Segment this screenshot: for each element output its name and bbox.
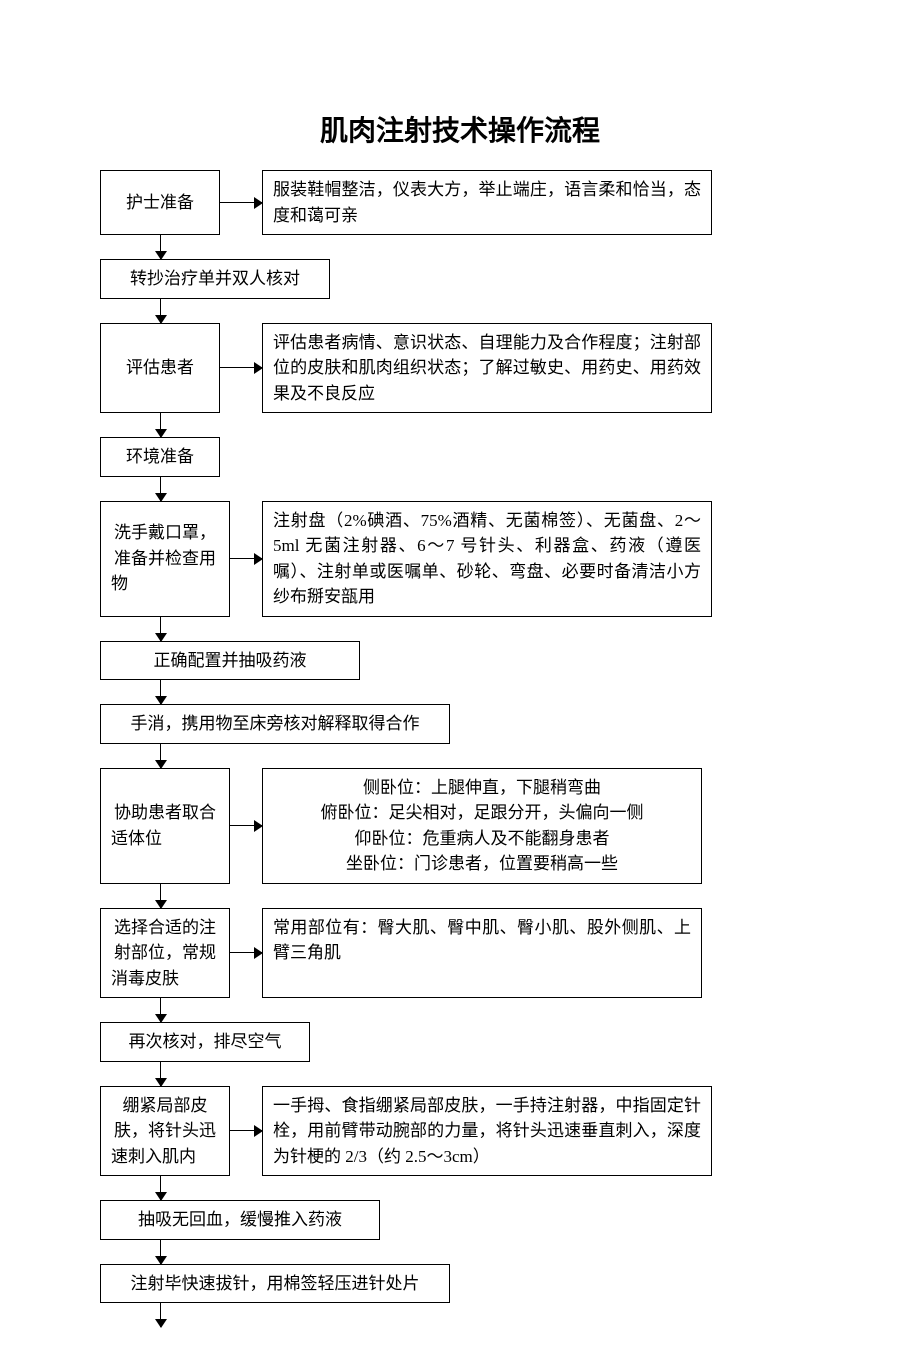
- process-node: 选择合适的注射部位，常规消毒皮肤: [100, 908, 230, 999]
- arrow-down: [160, 1176, 161, 1200]
- process-node: 注射毕快速拔针，用棉签轻压进针处片: [100, 1264, 450, 1304]
- annotation-line: 俯卧位：足尖相对，足跟分开，头偏向一侧: [321, 800, 644, 826]
- flow-row: 注射毕快速拔针，用棉签轻压进针处片: [100, 1264, 820, 1304]
- arrow-right: [220, 170, 262, 235]
- annotation-line: 仰卧位：危重病人及不能翻身患者: [355, 826, 610, 852]
- flow-row: 正确配置并抽吸药液: [100, 641, 820, 681]
- arrow-down: [160, 477, 161, 501]
- flow-row: 洗手戴口罩，准备并检查用物注射盘（2%碘酒、75%酒精、无菌棉签）、无菌盘、2～…: [100, 501, 820, 617]
- arrow-down: [160, 884, 161, 908]
- arrow-right: [230, 908, 262, 999]
- annotation-line: 坐卧位：门诊患者，位置要稍高一些: [346, 851, 618, 877]
- annotation-node: 服装鞋帽整洁，仪表大方，举止端庄，语言柔和恰当，态度和蔼可亲: [262, 170, 712, 235]
- process-node: 正确配置并抽吸药液: [100, 641, 360, 681]
- arrow-down: [160, 1062, 161, 1086]
- annotation-node: 评估患者病情、意识状态、自理能力及合作程度；注射部位的皮肤和肌肉组织状态；了解过…: [262, 323, 712, 414]
- annotation-node: 一手拇、食指绷紧局部皮肤，一手持注射器，中指固定针栓，用前臂带动腕部的力量，将针…: [262, 1086, 712, 1177]
- flow-row: 转抄治疗单并双人核对: [100, 259, 820, 299]
- flow-row: 评估患者评估患者病情、意识状态、自理能力及合作程度；注射部位的皮肤和肌肉组织状态…: [100, 323, 820, 414]
- flow-row: 绷紧局部皮肤，将针头迅速刺入肌内一手拇、食指绷紧局部皮肤，一手持注射器，中指固定…: [100, 1086, 820, 1177]
- flow-row: 护士准备服装鞋帽整洁，仪表大方，举止端庄，语言柔和恰当，态度和蔼可亲: [100, 170, 820, 235]
- arrow-right: [230, 501, 262, 617]
- flow-row: 再次核对，排尽空气: [100, 1022, 820, 1062]
- arrow-down: [160, 413, 161, 437]
- flow-row: 手消，携用物至床旁核对解释取得合作: [100, 704, 820, 744]
- process-node: 评估患者: [100, 323, 220, 414]
- arrow-down: [160, 680, 161, 704]
- process-node: 洗手戴口罩，准备并检查用物: [100, 501, 230, 617]
- arrow-down: [160, 998, 161, 1022]
- arrow-right: [220, 323, 262, 414]
- annotation-line: 侧卧位：上腿伸直，下腿稍弯曲: [363, 775, 601, 801]
- annotation-node: 侧卧位：上腿伸直，下腿稍弯曲俯卧位：足尖相对，足跟分开，头偏向一侧仰卧位：危重病…: [262, 768, 702, 884]
- process-node: 绷紧局部皮肤，将针头迅速刺入肌内: [100, 1086, 230, 1177]
- process-node: 协助患者取合适体位: [100, 768, 230, 884]
- process-node: 再次核对，排尽空气: [100, 1022, 310, 1062]
- flow-row: 抽吸无回血，缓慢推入药液: [100, 1200, 820, 1240]
- arrow-right: [230, 768, 262, 884]
- arrow-down: [160, 1240, 161, 1264]
- process-node: 手消，携用物至床旁核对解释取得合作: [100, 704, 450, 744]
- flow-row: 协助患者取合适体位侧卧位：上腿伸直，下腿稍弯曲俯卧位：足尖相对，足跟分开，头偏向…: [100, 768, 820, 884]
- annotation-node: 注射盘（2%碘酒、75%酒精、无菌棉签）、无菌盘、2～5ml 无菌注射器、6～7…: [262, 501, 712, 617]
- arrow-down: [160, 617, 161, 641]
- arrow-down: [160, 1303, 161, 1327]
- process-node: 抽吸无回血，缓慢推入药液: [100, 1200, 380, 1240]
- process-node: 护士准备: [100, 170, 220, 235]
- flow-row: 选择合适的注射部位，常规消毒皮肤常用部位有：臀大肌、臀中肌、臀小肌、股外侧肌、上…: [100, 908, 820, 999]
- annotation-node: 常用部位有：臀大肌、臀中肌、臀小肌、股外侧肌、上臂三角肌: [262, 908, 702, 999]
- flowchart-container: 护士准备服装鞋帽整洁，仪表大方，举止端庄，语言柔和恰当，态度和蔼可亲转抄治疗单并…: [100, 170, 820, 1327]
- process-node: 转抄治疗单并双人核对: [100, 259, 330, 299]
- flow-row: 环境准备: [100, 437, 820, 477]
- arrow-right: [230, 1086, 262, 1177]
- page-title: 肌肉注射技术操作流程: [100, 110, 820, 152]
- arrow-down: [160, 744, 161, 768]
- arrow-down: [160, 299, 161, 323]
- arrow-down: [160, 235, 161, 259]
- process-node: 环境准备: [100, 437, 220, 477]
